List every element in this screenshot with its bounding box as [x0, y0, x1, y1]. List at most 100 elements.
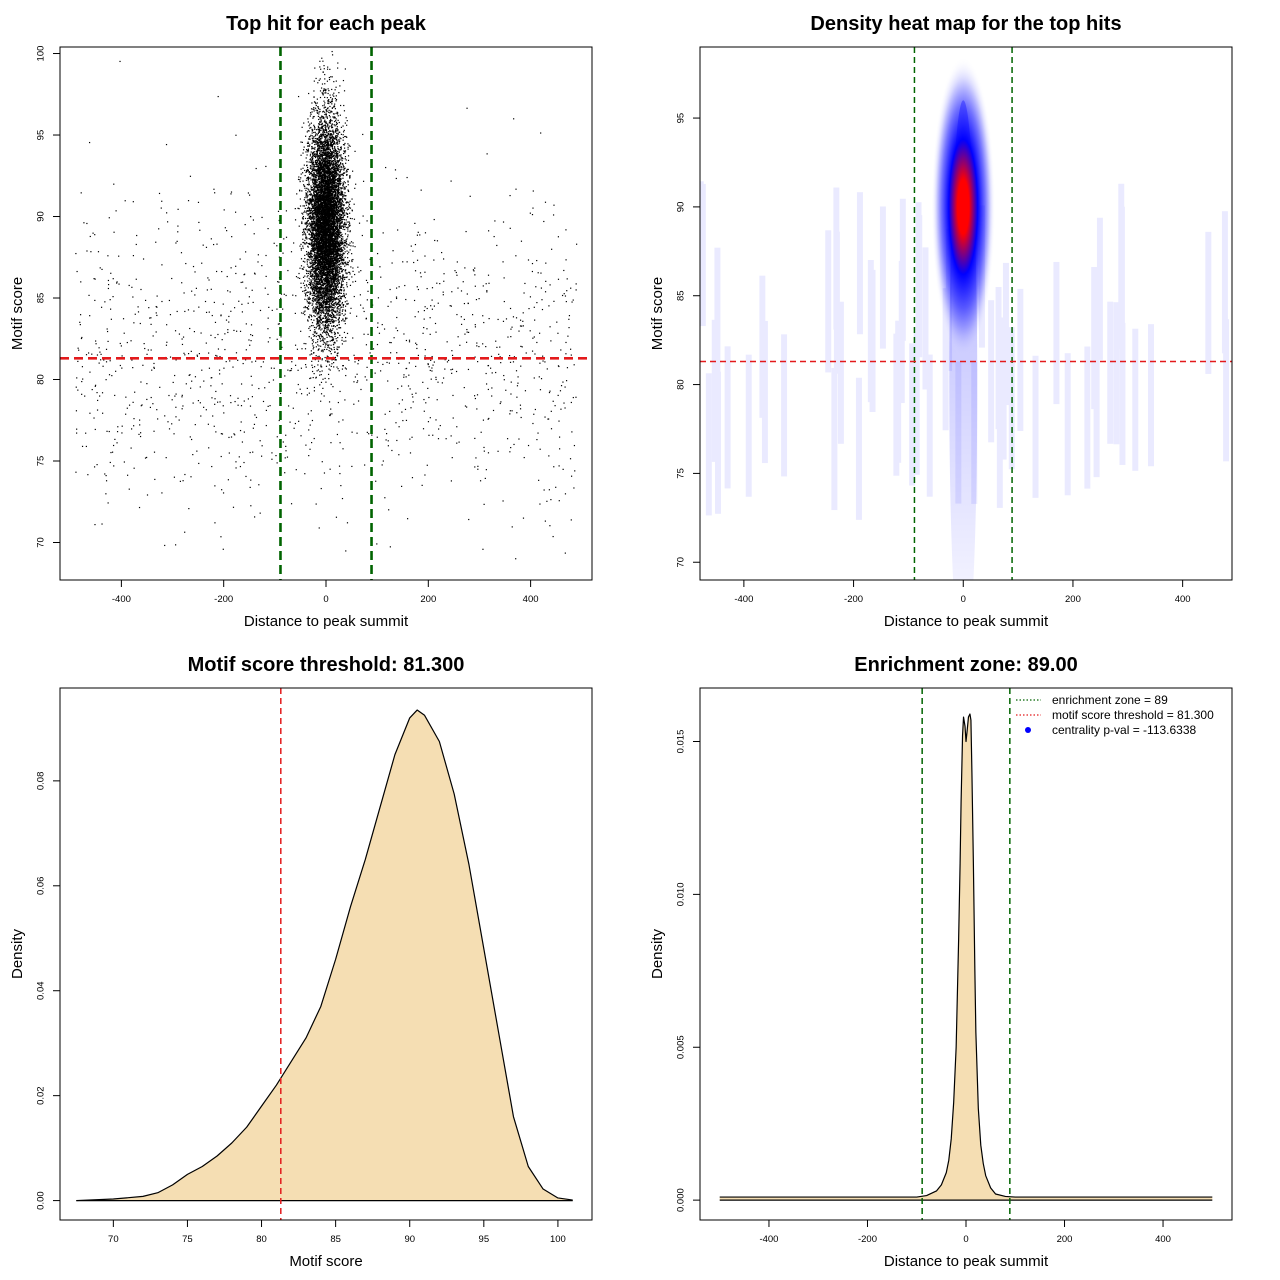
scatter-point: [337, 155, 339, 158]
scatter-point: [312, 333, 314, 336]
scatter-point: [312, 286, 314, 288]
scatter-point: [319, 306, 321, 309]
scatter-point: [317, 128, 319, 130]
scatter-point: [324, 315, 326, 317]
scatter-point: [315, 355, 317, 357]
scatter-point: [347, 208, 349, 210]
scatter-point: [326, 172, 328, 175]
scatter-point: [330, 222, 333, 224]
scatter-point: [359, 294, 361, 296]
scatter-point: [318, 211, 320, 213]
scatter-point: [312, 181, 314, 184]
scatter-point: [328, 283, 330, 285]
scatter-point: [347, 230, 349, 232]
scatter-point: [338, 184, 340, 186]
scatter-point: [335, 221, 337, 223]
scatter-point: [341, 207, 343, 209]
scatter-point: [324, 344, 327, 346]
scatter-point: [337, 168, 340, 170]
scatter-point: [335, 260, 338, 263]
scatter-point: [334, 166, 336, 168]
scatter-point: [318, 174, 320, 176]
scatter-point: [317, 292, 319, 294]
scatter-point: [341, 160, 343, 162]
scatter-point: [330, 319, 332, 321]
scatter-point: [336, 201, 339, 203]
scatter-point: [336, 314, 338, 316]
scatter-point: [344, 167, 346, 169]
scatter-point: [319, 321, 321, 323]
scatter-point: [338, 290, 340, 293]
scatter-point: [311, 270, 313, 272]
scatter-point: [337, 241, 340, 243]
scatter-point: [319, 251, 321, 253]
scatter-point: [315, 247, 317, 250]
scatter-point: [309, 215, 312, 217]
scatter-point: [313, 153, 316, 156]
scatter-point: [338, 314, 340, 316]
scatter-points: [75, 50, 578, 560]
scatter-point: [312, 284, 314, 286]
scatter-point: [327, 138, 329, 140]
scatter-point: [335, 260, 337, 262]
scatter-point: [318, 271, 320, 274]
scatter-point: [341, 222, 343, 224]
scatter-point: [313, 224, 315, 226]
scatter-point: [342, 174, 344, 177]
scatter-point: [336, 127, 338, 130]
scatter-point: [326, 309, 328, 311]
scatter-point: [320, 150, 322, 152]
scatter-point: [314, 290, 316, 292]
scatter-point: [342, 164, 344, 166]
scatter-point: [328, 230, 330, 232]
scatter-point: [310, 151, 312, 153]
scatter-point: [330, 209, 332, 211]
scatter-point: [319, 116, 321, 118]
scatter-point: [330, 261, 332, 263]
scatter-point: [320, 120, 322, 122]
scatter-point: [341, 301, 344, 304]
scatter-point: [311, 253, 313, 255]
scatter-point: [299, 205, 302, 207]
scatter-point: [300, 141, 302, 143]
scatter-point: [349, 231, 351, 233]
scatter-point: [344, 276, 346, 278]
scatter-point: [327, 308, 329, 310]
scatter-point: [346, 173, 348, 176]
scatter-point: [308, 270, 310, 272]
scatter-point: [314, 265, 317, 267]
scatter-point: [333, 210, 336, 212]
scatter-point: [310, 113, 312, 115]
scatter-point: [337, 160, 339, 162]
scatter-point: [320, 117, 322, 119]
scatter-point: [335, 156, 337, 158]
scatter-point: [334, 310, 336, 312]
scatter-point: [321, 213, 324, 215]
scatter-point: [338, 291, 340, 293]
scatter-point: [321, 201, 323, 203]
scatter-point: [325, 156, 327, 158]
scatter-point: [317, 298, 320, 301]
scatter-point: [312, 249, 314, 251]
scatter-point: [345, 240, 347, 242]
scatter-point: [325, 122, 328, 124]
scatter-point: [307, 214, 309, 216]
scatter-point: [339, 158, 341, 160]
scatter-point: [327, 278, 329, 280]
scatter-point: [325, 263, 327, 266]
scatter-point: [334, 286, 336, 288]
scatter-point: [330, 210, 332, 213]
scatter-point: [312, 245, 315, 247]
scatter-point: [337, 202, 339, 204]
scatter-point: [314, 289, 316, 292]
scatter-point: [315, 323, 318, 325]
scatter-point: [313, 165, 315, 167]
scatter-point: [316, 190, 318, 192]
scatter-point: [329, 301, 331, 303]
scatter-point: [319, 283, 321, 285]
scatter-point: [318, 345, 320, 347]
scatter-point: [328, 102, 330, 105]
scatter-point: [310, 217, 312, 219]
scatter-point: [302, 312, 304, 315]
